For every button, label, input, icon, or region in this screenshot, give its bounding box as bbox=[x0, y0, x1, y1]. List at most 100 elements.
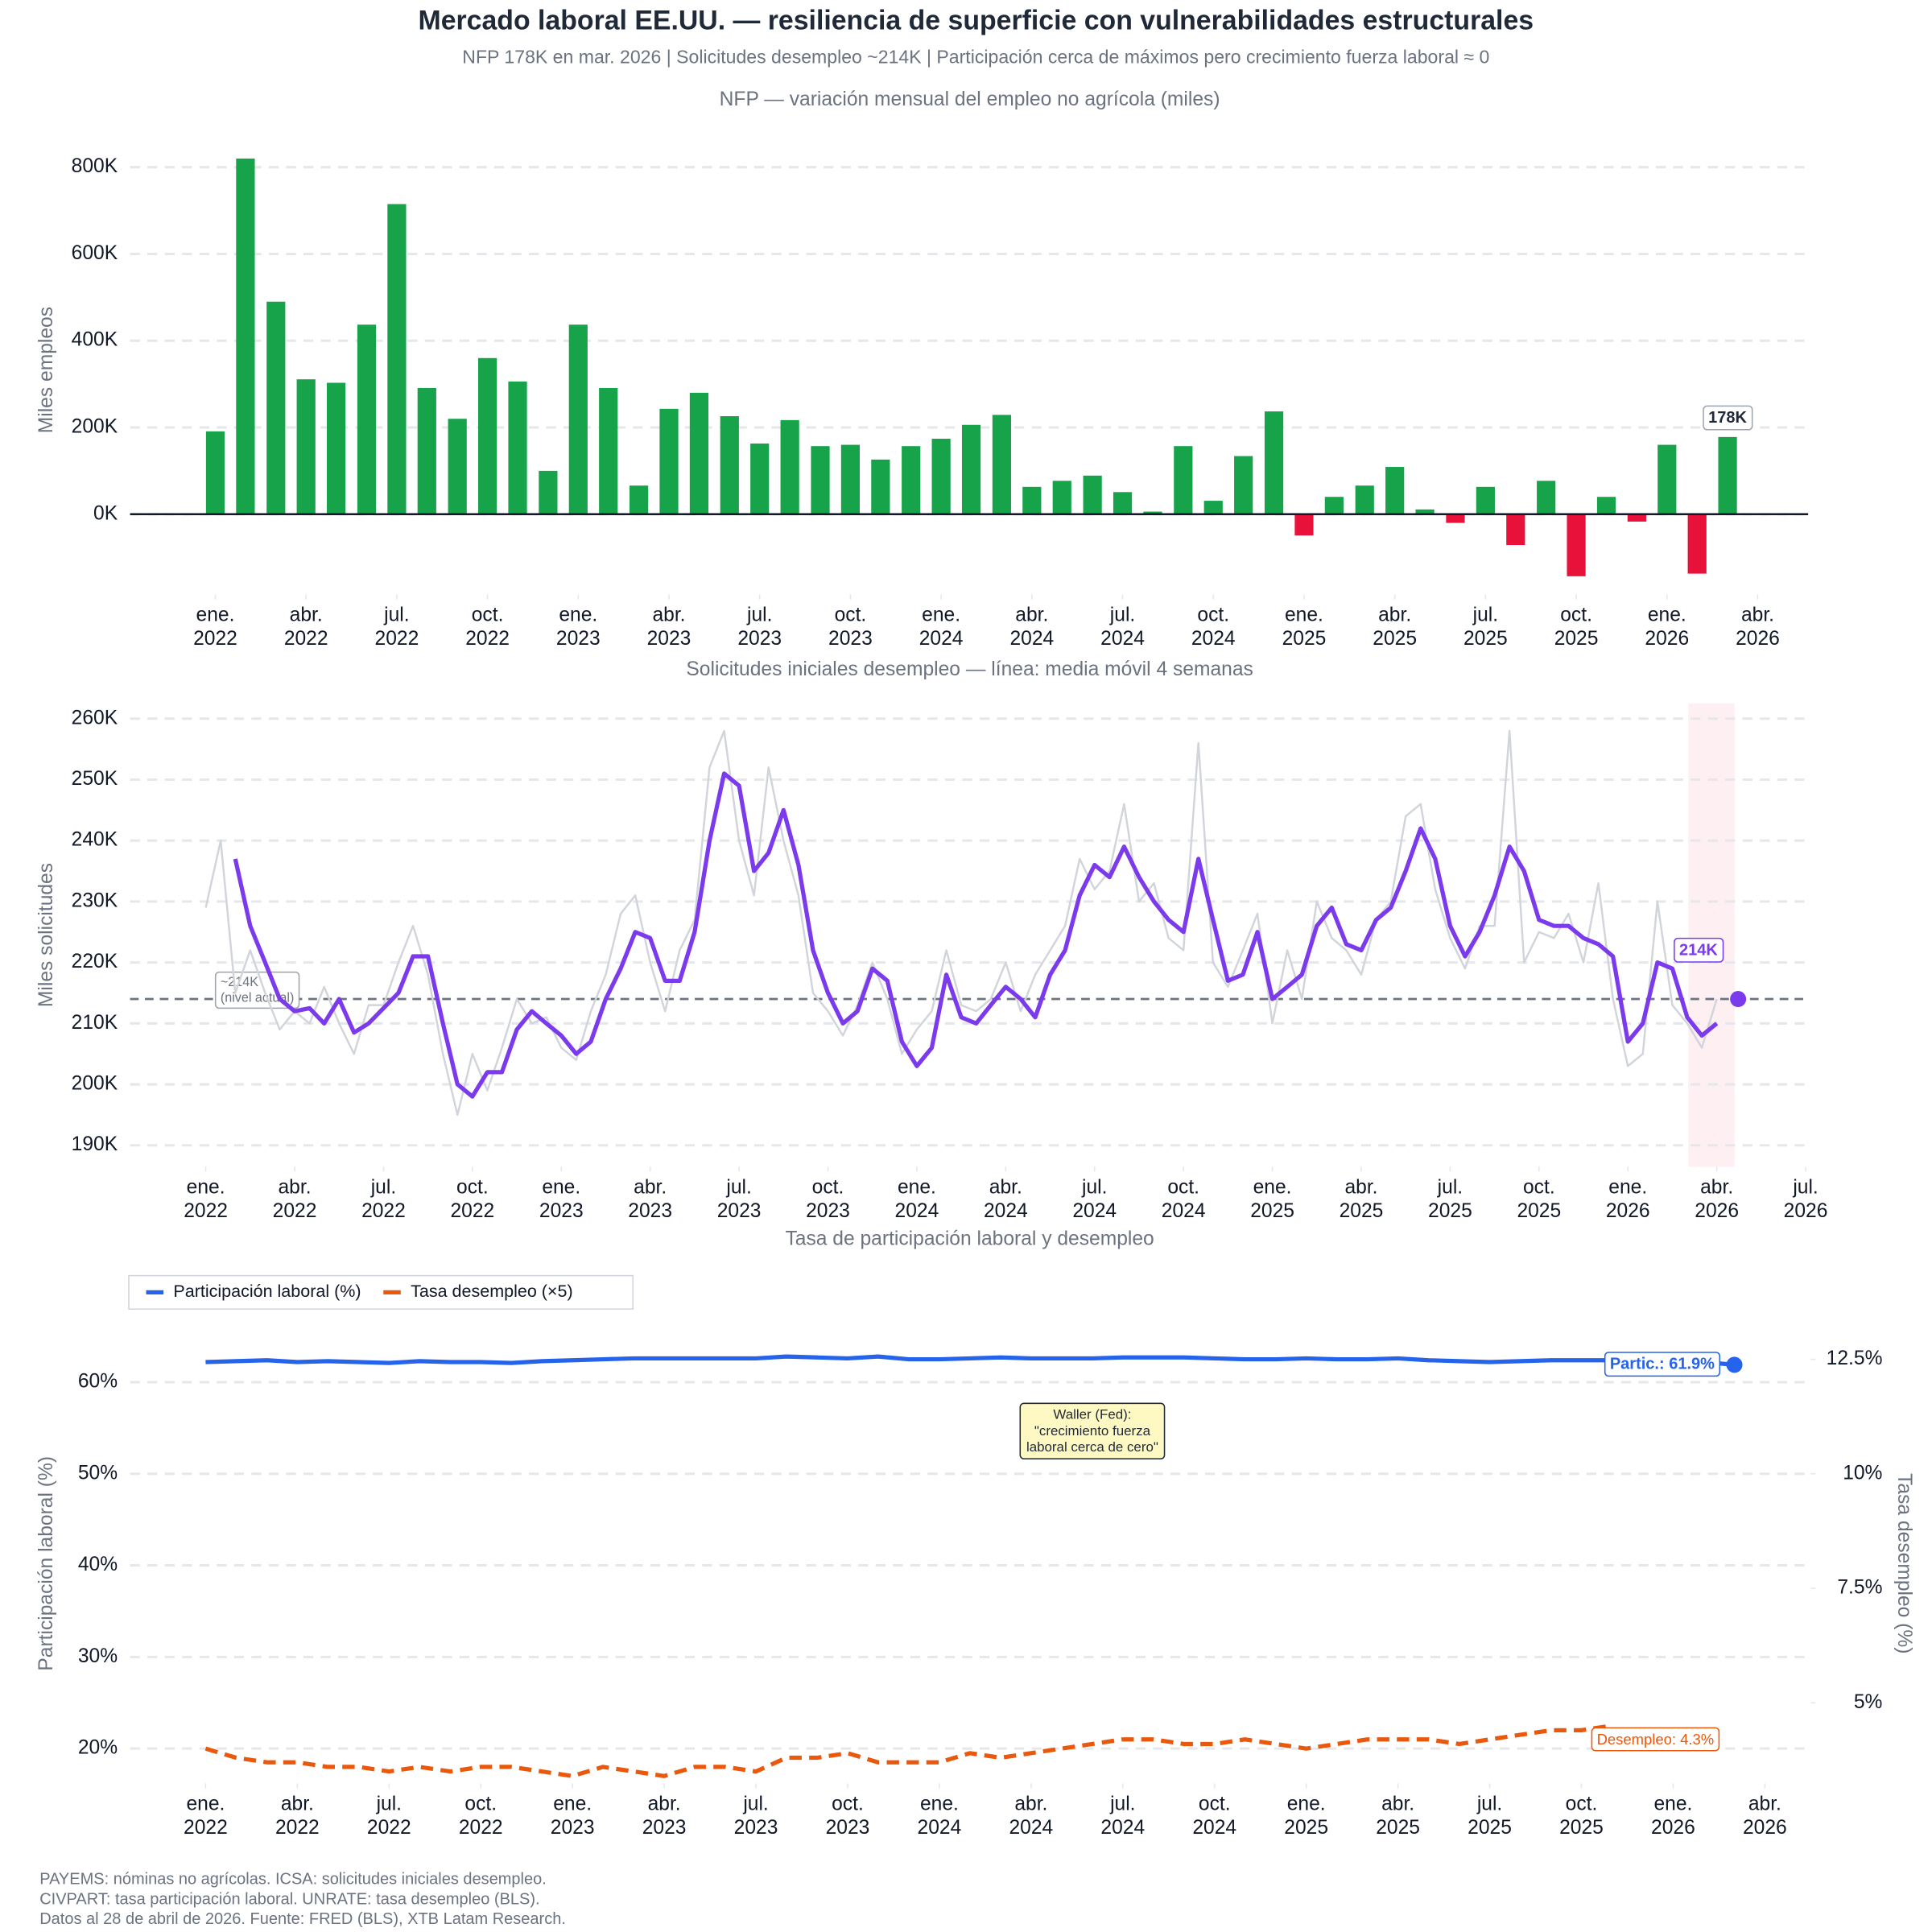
latest-label: 214K bbox=[1679, 941, 1718, 959]
bar bbox=[236, 158, 255, 514]
y2-tick-label: 5% bbox=[1854, 1691, 1883, 1713]
bar bbox=[1385, 467, 1405, 514]
bar bbox=[871, 459, 890, 514]
y2-tick-label: 10% bbox=[1843, 1462, 1882, 1484]
y-tick-label: 210K bbox=[72, 1012, 118, 1034]
y-tick-label: 200K bbox=[72, 1073, 118, 1095]
x-tick-label: abr. 2025 bbox=[1376, 1793, 1420, 1839]
bar bbox=[568, 324, 588, 514]
series-line bbox=[205, 1354, 1735, 1368]
x-tick-label: ene. 2023 bbox=[556, 604, 601, 650]
y-tick-label: 0K bbox=[93, 502, 118, 524]
panel-title: Solicitudes iniciales desempleo — línea:… bbox=[686, 658, 1253, 680]
bar bbox=[1718, 436, 1737, 514]
x-tick-label: abr. 2025 bbox=[1373, 604, 1417, 650]
x-tick-label: jul. 2023 bbox=[734, 1793, 778, 1839]
x-tick-label: oct. 2023 bbox=[806, 1176, 850, 1222]
x-tick-label: ene. 2025 bbox=[1284, 1793, 1328, 1839]
bar bbox=[1355, 485, 1374, 514]
bar bbox=[629, 485, 649, 514]
x-tick-label: ene. 2022 bbox=[184, 1176, 228, 1222]
bar bbox=[296, 379, 316, 514]
highlight-band bbox=[1688, 703, 1735, 1167]
x-tick-label: ene. 2026 bbox=[1651, 1793, 1695, 1839]
y2-axis-title: Tasa desempleo (%) bbox=[1893, 1473, 1915, 1653]
main-title: Mercado laboral EE.UU. — resiliencia de … bbox=[419, 6, 1534, 36]
bar bbox=[1264, 411, 1284, 514]
x-tick-label: jul. 2022 bbox=[361, 1176, 406, 1222]
bar bbox=[1596, 497, 1616, 514]
footnote: PAYEMS: nóminas no agrícolas. ICSA: soli… bbox=[39, 1871, 547, 1889]
bar bbox=[1537, 481, 1556, 514]
y-tick-label: 240K bbox=[72, 829, 118, 851]
x-tick-label: abr. 2023 bbox=[647, 604, 691, 650]
latest-point bbox=[1730, 991, 1747, 1008]
bar bbox=[1052, 481, 1071, 514]
label-box bbox=[1591, 1727, 1720, 1752]
bar bbox=[1687, 514, 1707, 574]
bar bbox=[327, 382, 346, 514]
bar bbox=[1324, 497, 1344, 514]
x-tick-label: ene. 2023 bbox=[551, 1793, 595, 1839]
x-tick-label: oct. 2025 bbox=[1559, 1793, 1604, 1839]
label-box bbox=[1703, 405, 1753, 431]
bar bbox=[1022, 486, 1042, 514]
y-tick-label: 50% bbox=[78, 1462, 118, 1484]
bar bbox=[1113, 492, 1133, 514]
y-tick-label: 30% bbox=[78, 1645, 118, 1667]
x-tick-label: ene. 2024 bbox=[895, 1176, 939, 1222]
y-tick-label: 230K bbox=[72, 890, 118, 911]
y-tick-label: 200K bbox=[72, 416, 118, 438]
bar bbox=[689, 392, 709, 514]
x-tick-label: jul. 2022 bbox=[375, 604, 419, 650]
x-tick-label: ene. 2025 bbox=[1250, 1176, 1294, 1222]
bar bbox=[1657, 444, 1677, 514]
x-tick-label: jul. 2023 bbox=[717, 1176, 762, 1222]
y2-tick-label: 7.5% bbox=[1837, 1577, 1882, 1599]
bar bbox=[1506, 514, 1525, 546]
x-tick-label: jul. 2024 bbox=[1072, 1176, 1117, 1222]
bar bbox=[266, 301, 286, 514]
end-label: Partic.: 61.9% bbox=[1610, 1356, 1715, 1373]
bar bbox=[931, 439, 951, 514]
x-tick-label: ene. 2026 bbox=[1606, 1176, 1650, 1222]
subtitle: NFP 178K en mar. 2026 | Solicitudes dese… bbox=[462, 46, 1489, 67]
bar bbox=[961, 424, 981, 514]
bar bbox=[448, 419, 467, 514]
footnote: CIVPART: tasa participación laboral. UNR… bbox=[39, 1890, 539, 1908]
bar bbox=[1294, 514, 1314, 536]
bar bbox=[659, 408, 679, 514]
panel-title: NFP — variación mensual del empleo no ag… bbox=[720, 89, 1220, 110]
bar bbox=[840, 444, 861, 514]
bar bbox=[1476, 486, 1495, 514]
x-tick-label: jul. 2025 bbox=[1463, 604, 1508, 650]
x-tick-label: abr. 2026 bbox=[1695, 1176, 1739, 1222]
x-tick-label: jul. 2022 bbox=[367, 1793, 411, 1839]
x-tick-label: jul. 2026 bbox=[1784, 1176, 1828, 1222]
legend-label: Tasa desempleo (×5) bbox=[411, 1282, 573, 1301]
bar bbox=[1083, 475, 1102, 514]
bar bbox=[387, 204, 407, 514]
bar bbox=[1446, 514, 1465, 523]
label-box bbox=[1019, 1402, 1166, 1459]
y-tick-label: 60% bbox=[78, 1371, 118, 1393]
x-tick-label: oct. 2024 bbox=[1162, 1176, 1206, 1222]
bar bbox=[1567, 514, 1586, 576]
x-tick-label: ene. 2025 bbox=[1282, 604, 1327, 650]
x-tick-label: abr. 2026 bbox=[1743, 1793, 1787, 1839]
x-tick-label: ene. 2026 bbox=[1645, 604, 1689, 650]
bar bbox=[599, 387, 618, 514]
x-tick-label: oct. 2022 bbox=[459, 1793, 503, 1839]
x-tick-label: jul. 2025 bbox=[1468, 1793, 1512, 1839]
x-tick-label: jul. 2024 bbox=[1100, 604, 1145, 650]
bar bbox=[902, 446, 921, 514]
bar bbox=[1203, 501, 1223, 514]
weekly-line bbox=[204, 729, 1718, 1117]
bar bbox=[508, 381, 527, 514]
y-tick-label: 40% bbox=[78, 1554, 118, 1575]
x-tick-label: jul. 2023 bbox=[737, 604, 782, 650]
annotation: Waller (Fed): "crecimiento fuerza laboral … bbox=[1026, 1407, 1158, 1455]
x-tick-label: ene. 2024 bbox=[918, 1793, 962, 1839]
